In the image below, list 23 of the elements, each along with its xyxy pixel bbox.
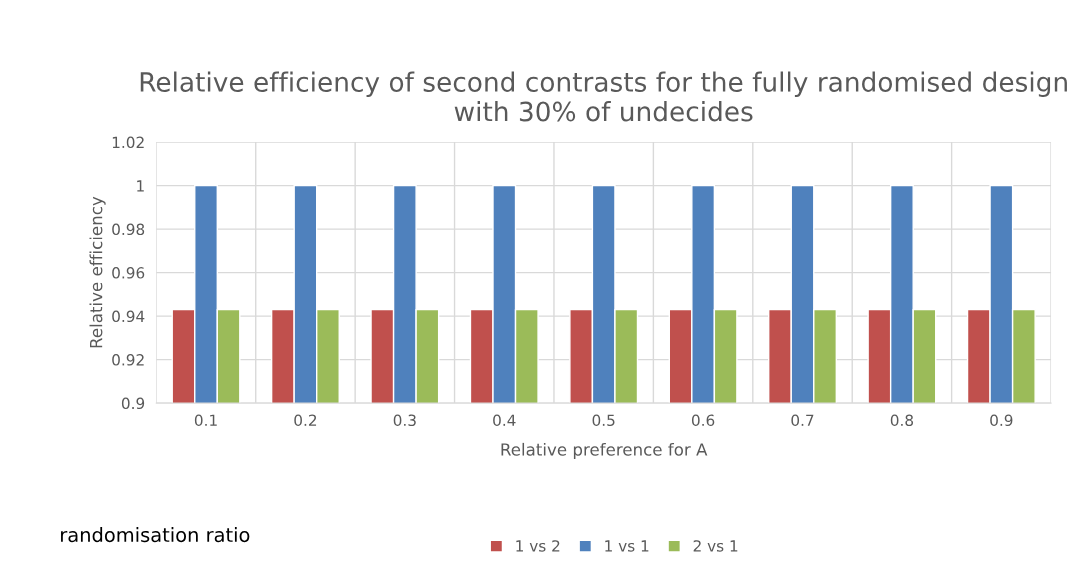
x-tick-label: 0.2 [294,414,317,427]
legend-label: 1 vs 2 [516,540,560,552]
legend-title: randomisation ratio [61,527,250,543]
x-tick-label: 0.9 [990,414,1013,427]
x-tick-label: 0.5 [592,414,615,427]
y-tick-label: 0.92 [112,354,144,366]
y-tick-label: 0.94 [112,310,145,323]
x-axis-title: Relative preference for A [501,442,708,460]
x-tick-label: 0.8 [890,414,914,427]
y-tick-label: 0.9 [121,397,145,410]
y-axis-title: Relative efficiency [89,196,106,348]
x-tick-label: 0.4 [493,414,516,427]
x-tick-label: 0.6 [691,414,715,427]
chart-title: Relative efficiency of second contrasts for the fully randomised design with 30% of undecides [140,71,1067,122]
legend-label: 2 vs 1 [693,540,738,552]
x-tick-label: 0.1 [194,414,217,427]
y-tick-label: 1 [137,180,144,192]
y-tick-label: 0.98 [112,223,145,236]
legend-label: 1 vs 1 [605,540,649,552]
y-tick-label: 0.96 [112,267,145,279]
x-tick-label: 0.3 [393,414,416,427]
y-tick-label: 1.02 [112,136,144,149]
x-tick-label: 0.7 [791,414,814,427]
